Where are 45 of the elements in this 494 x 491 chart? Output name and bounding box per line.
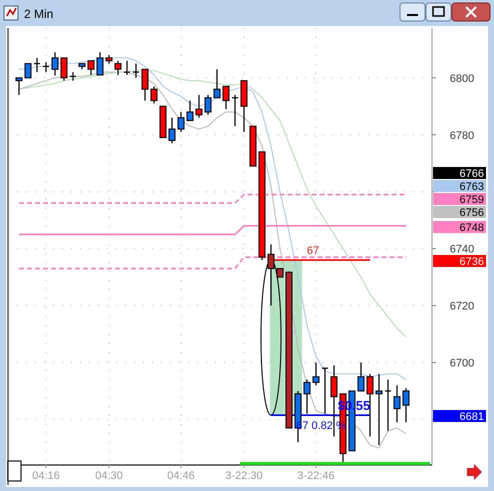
candlestick bbox=[204, 94, 212, 116]
candlestick bbox=[168, 117, 176, 144]
candlestick bbox=[402, 388, 410, 423]
y-tick-label: 6740 bbox=[450, 244, 474, 256]
candlestick bbox=[330, 364, 338, 438]
candlestick bbox=[304, 378, 310, 414]
candlestick bbox=[312, 362, 320, 386]
text: 6748 bbox=[460, 222, 484, 234]
chart-title: 2 Min bbox=[24, 7, 54, 21]
candlestick bbox=[268, 244, 274, 306]
x-tick-label: 3-22:30 bbox=[225, 470, 263, 482]
candlestick bbox=[394, 384, 400, 423]
candlestick bbox=[186, 100, 194, 122]
y-tick-label: 6780 bbox=[450, 130, 474, 142]
candlestick bbox=[150, 86, 158, 104]
text: 6756 bbox=[460, 207, 484, 219]
candlestick bbox=[178, 111, 184, 133]
text: 6766 bbox=[460, 168, 484, 180]
annotation: 67 bbox=[306, 245, 320, 257]
candlestick bbox=[231, 94, 239, 127]
candlestick bbox=[142, 68, 148, 102]
x-tick-label: 04:16 bbox=[32, 470, 60, 482]
text: 6736 bbox=[460, 256, 484, 268]
text: 6681 bbox=[460, 411, 484, 423]
candlestick bbox=[52, 52, 58, 76]
x-tick-label: 3-22:46 bbox=[297, 470, 335, 482]
candlestick bbox=[24, 63, 32, 78]
candlestick bbox=[16, 77, 22, 96]
text: 6759 bbox=[460, 194, 484, 206]
text: 6763 bbox=[460, 181, 484, 193]
y-tick-label: 6700 bbox=[450, 358, 474, 370]
candlestick bbox=[214, 68, 220, 98]
y-tick-label: 6720 bbox=[450, 300, 474, 313]
candlestick bbox=[321, 368, 329, 414]
candlestick bbox=[358, 362, 364, 392]
candlestick bbox=[96, 52, 104, 76]
candlestick bbox=[222, 86, 230, 110]
candlestick bbox=[60, 57, 68, 82]
y-tick-label: 6800 bbox=[450, 72, 474, 85]
candlestick bbox=[196, 94, 202, 118]
x-tick-label: 04:46 bbox=[167, 470, 195, 482]
candlestick bbox=[114, 60, 122, 76]
candlestick bbox=[376, 373, 382, 446]
x-tick-label: 04:30 bbox=[95, 470, 123, 482]
candlestick bbox=[88, 60, 94, 76]
